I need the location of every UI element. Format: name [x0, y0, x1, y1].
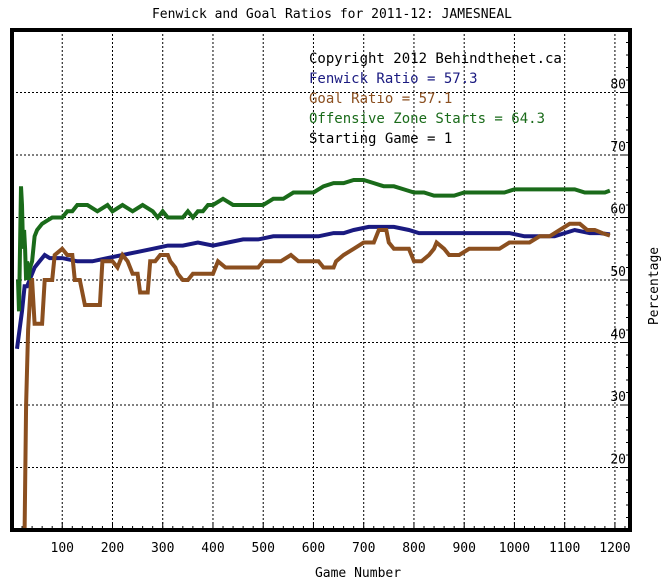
y-tick-label: 50: [610, 265, 626, 280]
legend-entry: Starting Game = 1: [309, 131, 452, 147]
x-tick-label: 600: [302, 541, 325, 556]
x-tick-label: 1200: [599, 541, 630, 556]
x-tick-label: 300: [151, 541, 174, 556]
x-tick-label: 900: [452, 541, 475, 556]
legend-entry: Copyright 2012 Behindthenet.ca: [309, 51, 562, 67]
x-tick-label: 500: [251, 541, 274, 556]
x-tick-label: 800: [402, 541, 425, 556]
legend-entry: Goal Ratio = 57.1: [309, 91, 452, 107]
y-tick-label: 80: [610, 78, 626, 93]
y-tick-label: 20: [610, 453, 626, 468]
y-tick-label: 70: [610, 140, 626, 155]
y-tick-label: 40: [610, 328, 626, 343]
series-line-goal-ratio: [22, 221, 611, 531]
plot-frame: [10, 28, 632, 532]
x-axis-label: Game Number: [315, 566, 401, 580]
x-tick-label: 700: [352, 541, 375, 556]
x-tick-label: 200: [101, 541, 124, 556]
legend-entry: Offensive Zone Starts = 64.3: [309, 111, 545, 127]
x-tick-label: 1100: [549, 541, 580, 556]
plot-area: 100 200 300 400 500 600 700 800 900 1000 1100 1200 2…: [10, 28, 632, 556]
y-tick-label: 60: [610, 203, 626, 218]
x-tick-label: 400: [201, 541, 224, 556]
series-line-offensive-zone-starts: [16, 178, 611, 312]
legend-entry: Fenwick Ratio = 57.3: [309, 71, 478, 87]
x-tick-label: 100: [51, 541, 74, 556]
series-line-fenwick-ratio: [15, 224, 611, 350]
x-tick-label: 1000: [499, 541, 530, 556]
y-tick-label: 30: [610, 390, 626, 405]
chart-title: Fenwick and Goal Ratios for 2011-12: JAM…: [152, 7, 512, 22]
y-axis-label: Percentage: [647, 247, 662, 325]
